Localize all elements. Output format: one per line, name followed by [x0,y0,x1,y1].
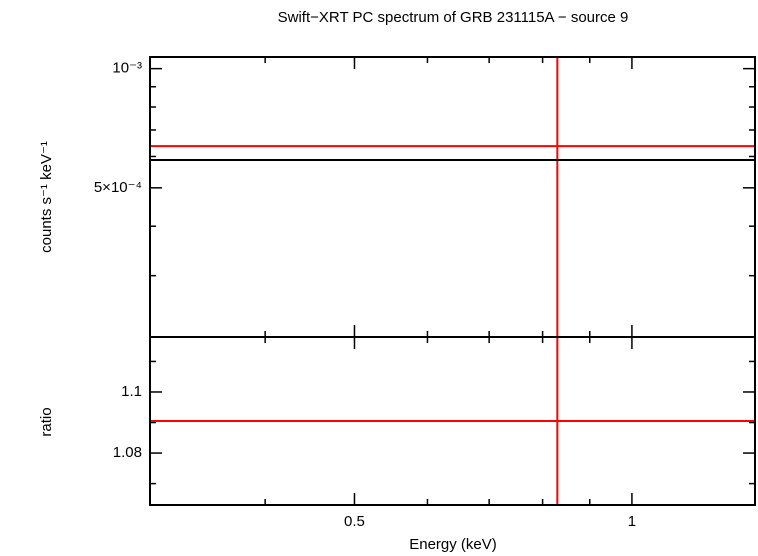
y-tick-label: 1.1 [121,383,142,400]
y-tick-label: 5×10⁻⁴ [94,179,142,196]
x-axis-label: Energy (keV) [409,536,497,553]
y-axis-label: ratio [38,407,55,436]
y-tick-label: 1.08 [113,444,142,461]
chart-title: Swift−XRT PC spectrum of GRB 231115A − s… [278,9,629,26]
y-tick-label: 10⁻³ [112,60,142,77]
y-axis-label: counts s⁻¹ keV⁻¹ [38,141,55,253]
plot-frame [149,56,756,338]
x-tick-label: 1 [628,513,636,530]
plot-frame [149,336,756,506]
x-tick-label: 0.5 [344,513,365,530]
